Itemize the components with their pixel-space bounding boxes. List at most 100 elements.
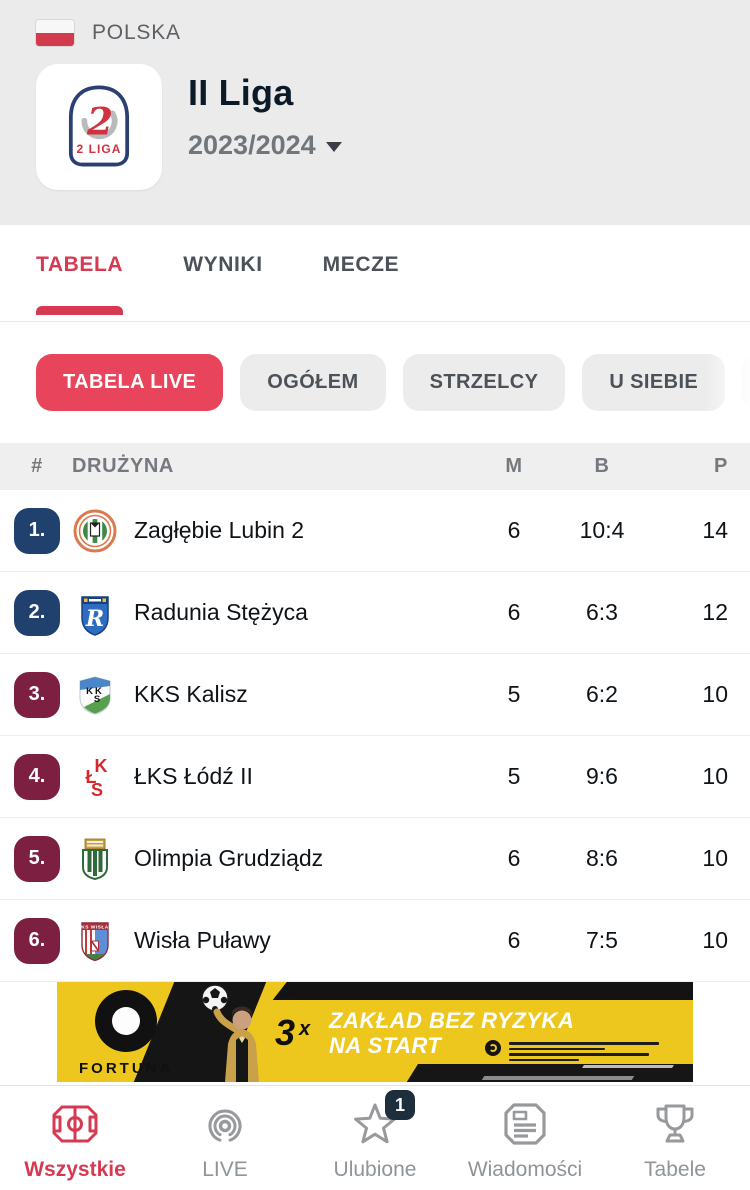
- stat-points: 10: [702, 927, 728, 953]
- season-selector[interactable]: 2023/2024: [188, 130, 342, 161]
- zaglebie-lubin-crest-icon: [72, 508, 118, 554]
- breadcrumb: POLSKA: [36, 18, 750, 48]
- stat-points: 10: [702, 845, 728, 871]
- ad-smallprint: [485, 1040, 659, 1061]
- league-logo: 2 2 LIGA: [36, 64, 162, 190]
- chip-strzelcy[interactable]: STRZELCY: [402, 354, 566, 411]
- tab-tabela[interactable]: TABELA: [36, 253, 124, 315]
- nav-label: Ulubione: [333, 1158, 417, 1181]
- chip-na-wyjezdzie[interactable]: NA W: [742, 354, 750, 411]
- news-icon: [502, 1098, 548, 1150]
- svg-text:R: R: [85, 606, 104, 632]
- ad-multiplier: 3 x: [275, 1012, 310, 1054]
- rank-badge: 1.: [14, 507, 60, 554]
- nav-label: Wszystkie: [24, 1158, 126, 1181]
- table-row[interactable]: 6. KS WISŁA Wisła Puławy 6 7:5 10: [0, 900, 750, 982]
- table-row[interactable]: 2. R Radunia Stężyca 6 6:3 12: [0, 572, 750, 654]
- stat-matches: 6: [507, 927, 521, 953]
- svg-text:KK: KK: [86, 686, 104, 697]
- league-header: POLSKA 2 2 LIGA II Liga 2023/2024: [0, 0, 750, 225]
- page-title: II Liga: [188, 72, 294, 113]
- favorites-count-badge: 1: [385, 1090, 415, 1120]
- ad-headline-line1: ZAKŁAD BEZ RYZYKA: [329, 1008, 575, 1033]
- live-signal-icon: [202, 1098, 248, 1150]
- chip-tabela-live[interactable]: TABELA LIVE: [36, 354, 224, 411]
- ad-headline-line2: NA START: [329, 1033, 442, 1058]
- table-row[interactable]: 3. KK S KKS Kalisz 5 6:2 10: [0, 654, 750, 736]
- stat-goals: 9:6: [586, 763, 618, 789]
- col-goals-label: B: [594, 455, 610, 477]
- fortuna-ad-banner[interactable]: FORTUNA 3 x Z: [57, 982, 693, 1082]
- col-rank-label: #: [31, 455, 43, 477]
- stat-matches: 6: [507, 599, 521, 625]
- table-row[interactable]: 5. Olimpia Grudziądz 6 8:6 10: [0, 818, 750, 900]
- svg-text:S: S: [94, 694, 100, 705]
- team-name: Wisła Puławy: [134, 927, 271, 953]
- kks-kalisz-crest-icon: KK S: [72, 672, 118, 718]
- trophy-icon: [652, 1098, 698, 1150]
- star-icon: 1: [351, 1090, 415, 1150]
- stat-points: 14: [702, 517, 728, 543]
- tab-wyniki[interactable]: WYNIKI: [183, 253, 263, 276]
- stat-points: 10: [702, 681, 728, 707]
- radunia-stezyca-crest-icon: R: [72, 590, 118, 636]
- stat-matches: 6: [507, 517, 521, 543]
- table-row[interactable]: 1. Zagłębie Lubin 2 6 10:4 14: [0, 490, 750, 572]
- nav-label: LIVE: [202, 1158, 248, 1181]
- nav-item-wszystkie[interactable]: Wszystkie: [0, 1086, 150, 1190]
- stat-points: 12: [702, 599, 728, 625]
- col-matches-label: M: [505, 455, 523, 477]
- col-points-label: P: [714, 455, 728, 477]
- olimpia-grudziadz-crest-icon: [72, 836, 118, 882]
- nav-item-wiadomosci[interactable]: Wiadomości: [450, 1086, 600, 1190]
- svg-text:S: S: [91, 780, 103, 800]
- ad-black-topstrip: [272, 982, 693, 1000]
- chip-u-siebie[interactable]: U SIEBIE: [582, 354, 726, 411]
- 2-liga-crest-icon: 2 2 LIGA: [68, 85, 130, 167]
- stat-goals: 6:3: [586, 599, 618, 625]
- ad-gray-slash: [582, 1065, 674, 1068]
- poland-flag-icon: [36, 20, 74, 46]
- nav-item-ulubione[interactable]: 1 Ulubione: [300, 1086, 450, 1190]
- stat-goals: 8:6: [586, 845, 618, 871]
- ad-section: FORTUNA 3 x Z: [0, 982, 750, 1085]
- table-row[interactable]: 4. K Ł S ŁKS Łódź II 5 9:6 10: [0, 736, 750, 818]
- lks-lodz-crest-icon: K Ł S: [72, 754, 118, 800]
- table-header: # DRUŻYNA M B P: [0, 443, 750, 490]
- chevron-down-icon: [325, 142, 342, 152]
- stat-points: 10: [702, 763, 728, 789]
- nav-item-tabele[interactable]: Tabele: [600, 1086, 750, 1190]
- ad-headline: ZAKŁAD BEZ RYZYKA NA START: [329, 1008, 574, 1058]
- svg-text:2: 2: [86, 99, 113, 143]
- rank-badge: 4.: [14, 753, 60, 800]
- ad-gray-slash: [481, 1076, 635, 1080]
- stat-goals: 10:4: [579, 517, 625, 543]
- ad-person-with-ball: [185, 982, 295, 1082]
- rank-badge: 3.: [14, 671, 60, 718]
- svg-text:K: K: [95, 756, 108, 776]
- team-name: Zagłębie Lubin 2: [134, 517, 305, 543]
- stat-matches: 5: [507, 681, 521, 707]
- country-name: POLSKA: [92, 21, 181, 44]
- team-name: KKS Kalisz: [134, 681, 248, 707]
- filter-chip-row: TABELA LIVE OGÓŁEM STRZELCY U SIEBIE NA …: [0, 322, 750, 443]
- tab-mecze[interactable]: MECZE: [322, 253, 400, 276]
- fortuna-logo-icon: [95, 990, 157, 1052]
- ad-multiplier-number: 3: [275, 1012, 296, 1053]
- season-label: 2023/2024: [188, 130, 316, 160]
- pitch-icon: [50, 1098, 100, 1150]
- nav-label: Tabele: [644, 1158, 706, 1181]
- chip-ogolem[interactable]: OGÓŁEM: [240, 354, 386, 411]
- team-name: ŁKS Łódź II: [134, 763, 253, 789]
- team-name: Olimpia Grudziądz: [134, 845, 324, 871]
- bottom-nav: Wszystkie LIVE 1 Ulubione: [0, 1085, 750, 1190]
- team-name: Radunia Stężyca: [134, 599, 308, 625]
- stat-matches: 6: [507, 845, 521, 871]
- nav-item-live[interactable]: LIVE: [150, 1086, 300, 1190]
- ad-multiplier-x: x: [299, 1018, 311, 1040]
- svg-text:KS WISŁA: KS WISŁA: [81, 924, 108, 930]
- tab-bar: TABELA WYNIKI MECZE: [0, 225, 750, 322]
- stat-goals: 7:5: [586, 927, 618, 953]
- rank-badge: 2.: [14, 589, 60, 636]
